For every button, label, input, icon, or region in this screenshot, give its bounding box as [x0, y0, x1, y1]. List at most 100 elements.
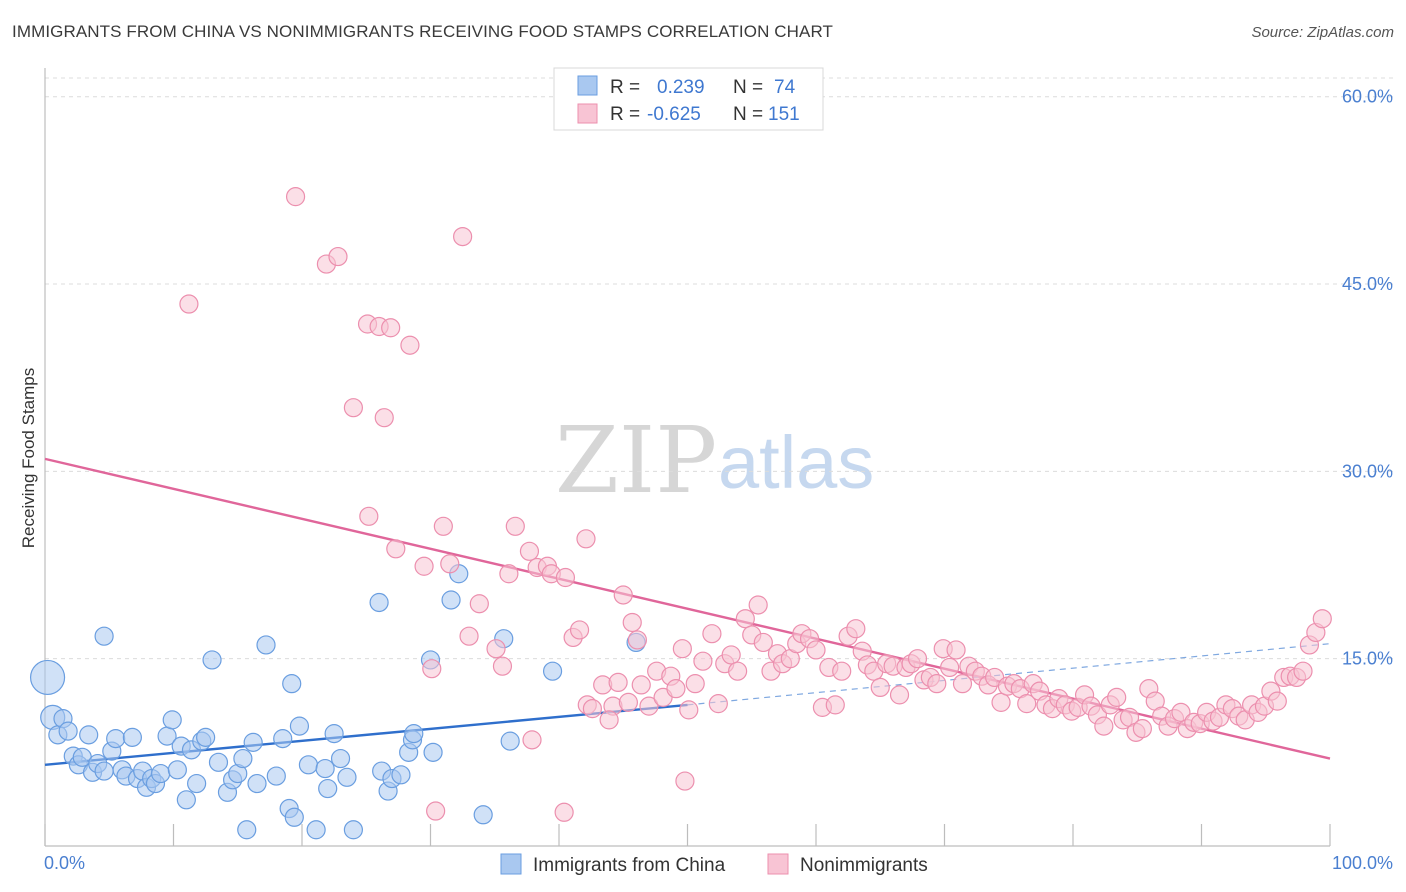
nonimmigrant-point — [492, 656, 513, 676]
legend-swatch-nonimmigrants — [577, 103, 598, 124]
series-legend-swatch-china — [500, 853, 522, 875]
nonimmigrant-point — [433, 516, 453, 536]
nonimmigrant-point — [685, 674, 705, 694]
china-point — [273, 729, 293, 749]
y-tick-label: 30.0% — [1342, 461, 1393, 481]
nonimmigrant-point — [708, 694, 728, 714]
source-credit: Source: ZipAtlas.com — [1251, 24, 1394, 41]
nonimmigrant-point — [374, 408, 394, 428]
nonimmigrant-point — [1312, 609, 1332, 629]
china-point — [233, 748, 253, 769]
china-point — [202, 650, 222, 670]
watermark-zip: ZIP — [555, 407, 717, 514]
y-tick-label: 45.0% — [1342, 274, 1393, 294]
china-point — [237, 820, 257, 840]
nonimmigrant-point — [554, 802, 574, 822]
nonimmigrant-point — [735, 609, 755, 629]
nonimmigrant-point — [1132, 719, 1152, 739]
china-point — [289, 716, 310, 736]
nonimmigrant-point — [753, 632, 773, 653]
china-point — [94, 761, 114, 781]
nonimmigrant-point — [1094, 716, 1114, 736]
china-point — [542, 661, 563, 681]
nonimmigrant-point — [940, 657, 960, 678]
china-point — [243, 732, 263, 752]
china-trend-line — [44, 703, 688, 767]
china-point — [369, 592, 389, 613]
china-point — [167, 760, 187, 780]
china-point — [187, 773, 207, 794]
china-point — [79, 725, 99, 745]
nonimmigrant-point — [426, 801, 446, 821]
nonimmigrant-point — [832, 661, 852, 681]
nonimmigrant-point — [414, 556, 434, 576]
china-point — [330, 748, 351, 769]
nonimmigrant-point — [679, 700, 699, 720]
series-legend-label-china: Immigrants from China — [533, 855, 726, 876]
nonimmigrant-point — [693, 651, 713, 671]
nonimmigrant-point — [469, 594, 489, 614]
nonimmigrant-point — [381, 318, 401, 338]
nonimmigrant-point — [400, 335, 420, 355]
china-point — [247, 773, 267, 794]
china-point — [500, 731, 520, 751]
nonimmigrant-point — [422, 659, 442, 679]
nonimmigrant-point — [631, 675, 651, 695]
china-point — [208, 752, 229, 772]
legend-r-value-china: 0.239 — [657, 77, 705, 98]
nonimmigrant-point — [359, 506, 379, 526]
nonimmigrant-point — [440, 554, 460, 574]
nonimmigrant-point — [702, 624, 722, 644]
nonimmigrant-point — [728, 661, 748, 681]
china-point — [337, 767, 357, 787]
legend-r-value-nonimmigrants: -0.625 — [647, 104, 701, 125]
nonimmigrant-point — [1293, 661, 1313, 681]
legend-box — [553, 67, 824, 131]
china-point — [162, 710, 182, 730]
nonimmigrant-point — [618, 692, 638, 712]
series-legend: Immigrants from China Nonimmigrants — [500, 853, 928, 876]
china-point — [282, 674, 302, 694]
china-point — [423, 742, 443, 762]
nonimmigrant-point — [179, 294, 199, 314]
legend-n-value-china: 74 — [774, 77, 796, 98]
china-point — [94, 626, 114, 646]
watermark: ZIP atlas — [555, 407, 874, 514]
nonimmigrant-point — [846, 619, 866, 639]
grid — [45, 77, 1395, 660]
china-point — [441, 590, 461, 610]
nonimmigrant-point — [519, 541, 540, 561]
nonimmigrant-point — [1267, 691, 1287, 711]
china-point — [315, 758, 335, 779]
china-point — [306, 820, 326, 840]
nonimmigrant-point — [505, 516, 525, 536]
series-legend-swatch-nonimmigrants — [767, 853, 789, 875]
china-point — [318, 778, 338, 799]
nonimmigrant-point — [1017, 694, 1037, 714]
legend-r-label: R = — [610, 104, 640, 125]
nonimmigrant-point — [582, 699, 603, 719]
nonimmigrant-point — [991, 692, 1011, 712]
china-point — [196, 727, 216, 747]
china-point — [266, 766, 286, 786]
china-point — [298, 755, 319, 775]
nonimmigrant-point — [569, 620, 590, 640]
nonimmigrant-point — [946, 640, 966, 660]
nonimmigrant-point — [927, 674, 947, 694]
y-axis-label: Receiving Food Stamps — [19, 368, 38, 548]
nonimmigrant-point — [608, 672, 628, 693]
nonimmigrant-point — [555, 567, 576, 588]
nonimmigrant-point — [721, 645, 741, 665]
nonimmigrant-point — [748, 595, 768, 615]
china-point — [473, 805, 493, 825]
china-point — [256, 635, 276, 655]
nonimmigrant-point — [806, 640, 826, 660]
nonimmigrant-point — [666, 679, 686, 699]
nonimmigrant-point — [499, 564, 519, 584]
china-point — [343, 820, 363, 840]
nonimmigrant-point — [889, 685, 910, 705]
china-point — [324, 724, 344, 744]
nonimmigrant-point — [453, 226, 473, 247]
nonimmigrant-point — [576, 529, 596, 549]
